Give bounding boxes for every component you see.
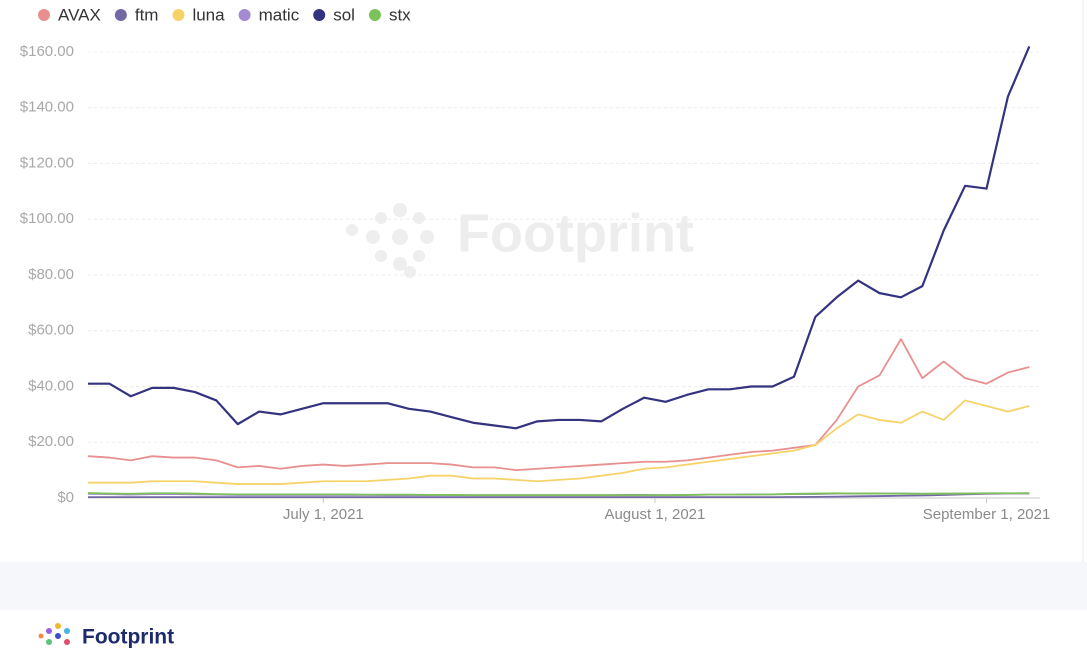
x-tick-label: September 1, 2021 [923,506,1051,523]
series-line [88,492,1030,499]
footer-logo [38,623,70,645]
y-tick-label: $40.00 [28,377,74,394]
y-tick-label: $160.00 [20,43,74,60]
band [0,562,1087,610]
y-tick-label: $20.00 [28,433,74,450]
watermark: Footprint [457,203,694,263]
legend-label: sol [333,5,355,24]
y-tick-label: $100.00 [20,210,74,227]
legend-swatch [238,9,251,21]
legend-swatch [313,9,326,21]
y-tick-label: $0 [57,489,74,506]
footer-brand: Footprint [82,626,174,649]
legend-swatch [114,9,127,21]
legend-label: stx [389,5,411,24]
y-tick-label: $60.00 [28,322,74,339]
y-tick-label: $80.00 [28,266,74,283]
y-tick-label: $140.00 [20,99,74,116]
series-line [87,492,1030,497]
series-line [87,338,1030,472]
legend-label: ftm [135,5,159,24]
legend-label: AVAX [58,5,101,24]
plot: $0 $20.00 $40.00 $60.00 $80.00 $100.00 $120.00… [20,5,1051,522]
y-tick-label: $120.00 [20,154,74,171]
legend-swatch [368,9,381,21]
series-line [88,399,1030,485]
legend-label: luna [192,5,225,24]
x-tick-label: August 1, 2021 [604,506,705,523]
x-tick-label: July 1, 2021 [283,506,364,523]
series-line [88,45,1031,430]
legend-swatch [172,9,185,21]
legend-label: matic [259,5,300,24]
legend-swatch [38,9,50,21]
